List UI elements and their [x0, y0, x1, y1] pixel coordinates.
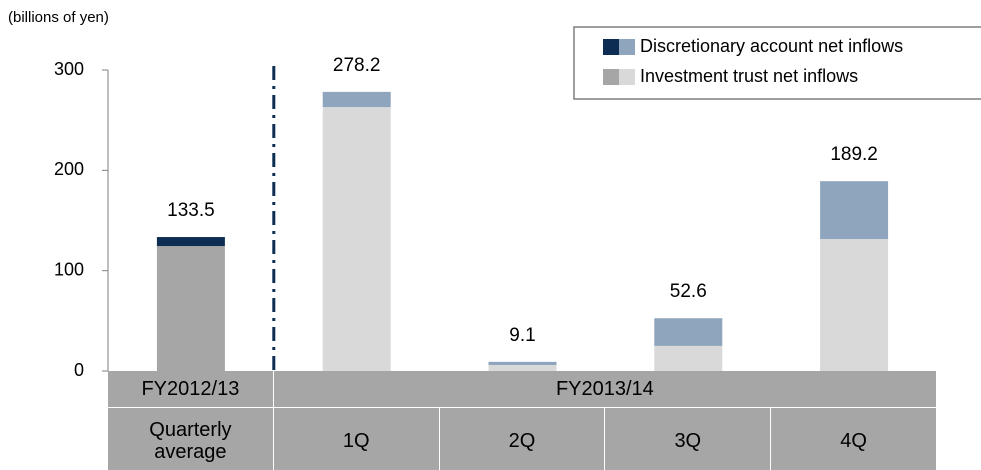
bar-segment: [654, 318, 723, 346]
category-label: 3Q: [605, 408, 772, 470]
bar-segment: [322, 91, 391, 108]
y-tick-label: 100: [54, 259, 84, 279]
category-label-text: 3Q: [674, 429, 702, 452]
category-label-text: 1Q: [342, 429, 370, 452]
category-label: 2Q: [439, 408, 606, 470]
total-label: 189.2: [830, 144, 878, 165]
group-label: FY2013/14: [273, 371, 937, 408]
total-label: 133.5: [167, 200, 215, 221]
total-label: 9.1: [509, 325, 535, 346]
category-label: Quarterly average: [108, 408, 274, 470]
legend-box: [573, 26, 981, 100]
category-label-text: 2Q: [508, 429, 536, 452]
y-tick-label: 300: [54, 59, 84, 79]
bar-segment: [820, 239, 889, 371]
bar-segment: [820, 181, 889, 240]
y-axis-label: (billions of yen): [8, 9, 109, 26]
group-label: FY2012/13: [108, 371, 274, 408]
category-label-text: 4Q: [840, 429, 867, 452]
category-label: 4Q: [771, 408, 937, 470]
legend-label: Investment trust net inflows: [640, 66, 858, 86]
bar-segment: [322, 107, 391, 371]
total-label: 278.2: [333, 55, 381, 76]
group-label-text: FY2013/14: [555, 378, 654, 400]
bar-segment: [488, 361, 557, 365]
legend-swatch: [603, 39, 619, 55]
y-tick-label: 200: [54, 159, 84, 179]
bar-segment: [654, 345, 723, 371]
bar-segment: [488, 364, 557, 371]
legend-swatch: [619, 39, 635, 55]
legend-swatch: [619, 69, 635, 85]
bar-segment: [156, 246, 225, 371]
y-tick-label: 0: [74, 360, 84, 380]
legend-swatch: [603, 69, 619, 85]
bar-segment: [156, 237, 225, 247]
category-label-text: Quarterly average: [149, 418, 232, 463]
legend-label: Discretionary account net inflows: [640, 36, 903, 56]
group-label-text: FY2012/13: [141, 378, 240, 400]
total-label: 52.6: [670, 281, 707, 302]
category-label: 1Q: [273, 408, 440, 470]
